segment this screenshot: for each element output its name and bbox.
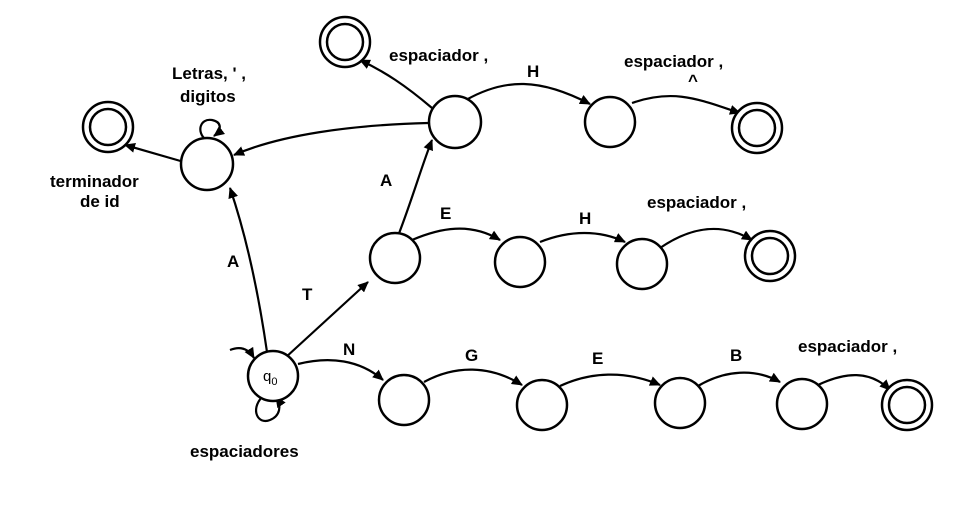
label-edge-n: N [343, 340, 355, 359]
edge-nge-to-ngeb [697, 371, 781, 387]
label-letras: Letras, ' , [172, 64, 246, 83]
final-state-ngeb [880, 378, 934, 432]
label-espaciadores: espaciadores [190, 442, 299, 461]
edge-q0-to-n [297, 359, 384, 381]
edge-q0-to-id [228, 187, 269, 353]
state-ng [515, 378, 569, 432]
final-state-terminator [81, 100, 135, 154]
edge-ta-to-tah [465, 82, 591, 105]
final-state-top [318, 15, 372, 69]
edge-n-to-ng [423, 368, 523, 386]
edge-id-self-loop [199, 118, 225, 141]
label-digitos: digitos [180, 87, 236, 106]
edge-t-to-te [411, 227, 501, 242]
state-n [377, 373, 431, 427]
label-edge-a-mid: A [380, 171, 392, 190]
edge-teh-to-final [659, 227, 753, 249]
label-edge-h-top: H [527, 62, 539, 81]
label-edge-g: G [465, 346, 478, 365]
edge-ngeb-to-final [817, 374, 891, 391]
edge-ta-to-top-final [359, 59, 433, 109]
edge-tah-to-final [631, 94, 741, 115]
label-edge-t: T [302, 285, 313, 304]
state-teh [615, 237, 669, 291]
label-caret: ^ [688, 71, 698, 90]
state-identifier [179, 136, 235, 192]
start-arrow [229, 346, 255, 359]
state-nge [653, 376, 707, 430]
state-tah [583, 95, 637, 149]
label-de-id: de id [80, 192, 120, 211]
label-edge-e-mid: E [440, 204, 451, 223]
label-edge-h-mid: H [579, 209, 591, 228]
edge-t-to-ta [396, 139, 434, 237]
label-edge-a-up: A [227, 252, 239, 271]
final-state-tah [730, 101, 784, 155]
state-te [493, 235, 547, 289]
label-edge-e-bot: E [592, 349, 603, 368]
state-ngeb [775, 377, 829, 431]
label-espaciador-mid: espaciador , [647, 193, 746, 212]
edge-ng-to-nge [559, 373, 661, 387]
label-espaciador-bot: espaciador , [798, 337, 897, 356]
edge-te-to-teh [539, 231, 626, 244]
q0-label: q0 [263, 368, 277, 388]
state-q0 [246, 349, 300, 403]
label-terminador: terminador [50, 172, 139, 191]
label-espaciador-top: espaciador , [389, 46, 488, 65]
edge-id-to-terminator [124, 142, 185, 164]
final-state-teh [743, 229, 797, 283]
label-edge-b: B [730, 346, 742, 365]
label-espaciador-top-right: espaciador , [624, 52, 723, 71]
edge-q0-self-loop [254, 396, 286, 423]
state-t [368, 231, 422, 285]
edge-ta-to-id [233, 121, 429, 157]
edge-q0-to-t [284, 281, 369, 359]
state-ta [427, 94, 483, 150]
